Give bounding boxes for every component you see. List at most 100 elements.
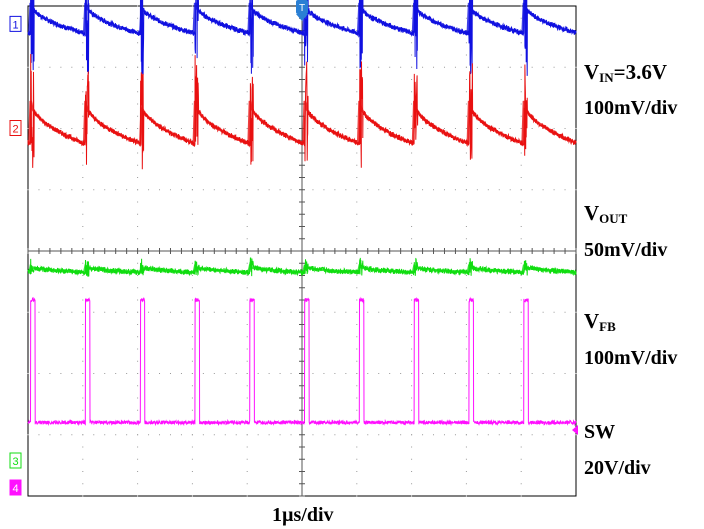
grid-dot xyxy=(542,66,544,68)
trigger-level-icon[interactable] xyxy=(572,425,578,435)
grid-dot xyxy=(71,311,73,313)
grid-dot xyxy=(553,311,555,313)
channel-marker-4[interactable] xyxy=(9,479,22,496)
grid-dot xyxy=(465,5,467,7)
grid-dot xyxy=(137,177,139,178)
grid-dot xyxy=(60,434,62,436)
grid-dot xyxy=(564,66,566,68)
grid-dot xyxy=(49,373,51,374)
grid-dot xyxy=(411,385,413,387)
grid-dot xyxy=(115,373,117,374)
grid-dot xyxy=(367,373,369,374)
grid-dot xyxy=(224,66,226,68)
grid-dot xyxy=(191,324,193,325)
channel-marker-label-3: 3 xyxy=(12,456,18,468)
grid-dot xyxy=(180,66,182,68)
grid-dot xyxy=(411,495,413,497)
grid-dot xyxy=(246,275,248,276)
grid-dot xyxy=(268,434,270,436)
grid-dot xyxy=(104,373,106,374)
grid-dot xyxy=(137,434,139,436)
grid-dot xyxy=(246,409,248,411)
grid-dot xyxy=(246,446,248,448)
grid-dot xyxy=(520,213,522,215)
grid-dot xyxy=(531,66,533,68)
grid-dot xyxy=(246,164,248,166)
grid-dot xyxy=(257,128,259,129)
grid-dot xyxy=(520,30,522,31)
grid-dot xyxy=(71,373,73,374)
grid-dot xyxy=(542,189,544,191)
grid-dot xyxy=(520,91,522,93)
grid-dot xyxy=(148,373,150,374)
grid-dot xyxy=(93,66,95,68)
grid-dot xyxy=(169,128,171,129)
grid-dot xyxy=(367,311,369,313)
channel-4-name: SW xyxy=(584,421,616,443)
grid-dot xyxy=(312,434,314,436)
grid-dot xyxy=(411,226,413,227)
grid-dot xyxy=(520,128,522,129)
grid-dot xyxy=(82,164,84,166)
grid-dot xyxy=(422,373,424,374)
grid-dot xyxy=(49,66,51,68)
grid-dot xyxy=(246,66,248,68)
grid-dot xyxy=(356,30,358,31)
grid-dot xyxy=(454,128,456,129)
grid-dot xyxy=(334,66,336,68)
grid-dot xyxy=(148,189,150,191)
trigger-position-marker[interactable] xyxy=(296,0,308,14)
grid-dot xyxy=(82,471,84,472)
grid-dot xyxy=(400,373,402,374)
grid-dot xyxy=(82,299,84,301)
channel-marker-3[interactable] xyxy=(9,452,22,469)
grid-dot xyxy=(60,189,62,191)
grid-dot xyxy=(82,17,84,19)
grid-dot xyxy=(411,373,413,374)
grid-dot xyxy=(465,30,467,31)
grid-dot xyxy=(465,213,467,215)
grid-dot xyxy=(411,336,413,338)
grid-dot xyxy=(323,128,325,129)
grid-dot xyxy=(520,311,522,313)
grid-dot xyxy=(520,201,522,203)
grid-dot xyxy=(433,311,435,313)
grid-dot xyxy=(312,66,314,68)
channel-marker-1[interactable] xyxy=(9,15,22,32)
grid-dot xyxy=(279,189,281,191)
grid-dot xyxy=(400,128,402,129)
grid-dot xyxy=(465,91,467,93)
grid-dot xyxy=(575,373,577,374)
grid-dot xyxy=(191,311,193,313)
grid-dot xyxy=(454,189,456,191)
grid-dot xyxy=(191,79,193,80)
grid-dot xyxy=(180,434,182,436)
grid-dot xyxy=(246,115,248,117)
grid-dot xyxy=(356,287,358,289)
grid-dot xyxy=(180,373,182,374)
grid-dot xyxy=(411,434,413,436)
grid-dot xyxy=(422,66,424,68)
grid-dot xyxy=(137,213,139,215)
grid-dot xyxy=(411,54,413,56)
grid-dot xyxy=(323,66,325,68)
grid-dot xyxy=(465,42,467,44)
channel-marker-2[interactable] xyxy=(9,120,22,136)
grid-dot xyxy=(191,42,193,44)
grid-dot xyxy=(465,287,467,289)
grid-dot xyxy=(137,262,139,264)
grid-dot xyxy=(159,373,161,374)
grid-dot xyxy=(356,115,358,117)
grid-dot xyxy=(115,189,117,191)
grid-dot xyxy=(246,385,248,387)
grid-dot xyxy=(49,311,51,313)
grid-dot xyxy=(454,311,456,313)
grid-dot xyxy=(246,458,248,460)
grid-dot xyxy=(411,79,413,80)
grid-dot xyxy=(389,311,391,313)
grid-dot xyxy=(356,177,358,178)
grid-dot xyxy=(422,189,424,191)
grid-dot xyxy=(498,189,500,191)
grid-dot xyxy=(520,348,522,350)
grid-dot xyxy=(104,434,106,436)
